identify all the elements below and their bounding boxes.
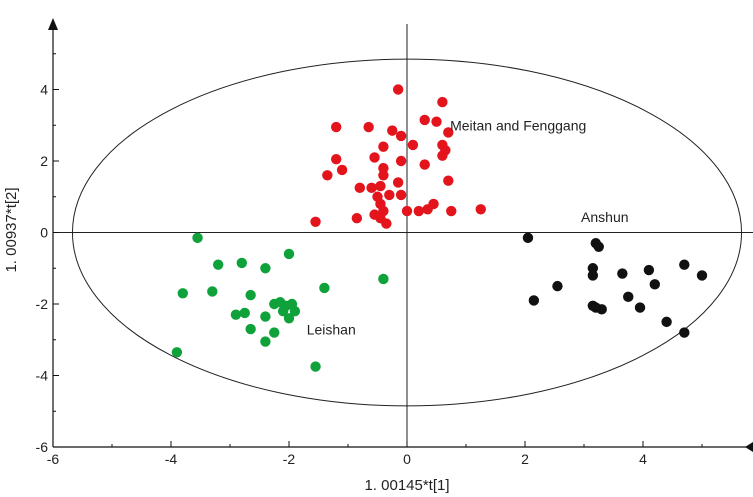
x-axis-arrow [745,442,753,452]
data-point [475,204,486,215]
data-point [440,145,451,156]
labels-layer: Meitan and Fenggang Leishan Anshun [307,118,629,338]
data-point [679,259,690,270]
data-point [419,159,430,170]
y-tick-label: -4 [36,368,49,384]
data-point [392,84,404,95]
y-axis-label: 1. 00937*t[2] [3,187,20,272]
data-point [369,152,380,163]
x-tick-label: 4 [639,451,647,467]
data-point [363,121,374,133]
data-point [378,141,389,152]
data-point [213,259,224,270]
data-point [419,114,430,126]
y-tick-label: 4 [40,82,48,98]
y-tick-label: 2 [40,153,48,169]
data-point [378,162,389,174]
data-point [696,270,708,281]
group-label: Leishan [307,321,356,337]
data-point [260,336,271,347]
points-layer [171,84,708,372]
data-point [407,139,419,151]
data-point [319,282,330,294]
axes-layer [48,18,753,452]
data-point [443,127,454,138]
data-point [587,270,599,281]
data-point [617,268,628,279]
data-point [443,175,454,186]
y-tick-label: 0 [40,225,48,241]
data-point [283,313,295,324]
data-point [378,170,389,181]
data-point [395,130,407,142]
data-point [310,361,321,372]
data-point [171,347,183,358]
data-point [643,264,655,276]
x-axis-label: 1. 00145*t[1] [364,477,449,494]
data-point [661,316,672,328]
data-point [236,257,247,269]
x-tick-label: -6 [47,451,60,467]
data-point [331,121,342,133]
data-point [387,125,398,136]
x-tick-label: -2 [283,451,296,467]
data-point [239,307,250,319]
data-point [310,216,321,227]
data-point [634,302,646,313]
data-point [289,305,301,317]
data-point [354,182,365,194]
data-point [230,309,242,320]
y-tick-label: -6 [36,439,49,455]
data-point [192,232,203,244]
data-point [336,164,348,176]
ticks-layer: -6 -4 -2 0 2 4 -6 -4 -2 0 2 4 [36,53,703,467]
data-point [395,155,407,167]
y-tick-label: -2 [36,296,49,312]
data-point [269,327,280,338]
data-point [331,154,342,165]
data-point [422,204,433,215]
data-point [649,279,660,290]
data-point [437,96,448,108]
data-point [245,323,256,335]
data-point [177,288,188,299]
data-point [283,248,295,260]
data-point [381,218,392,229]
data-point [587,263,599,274]
data-point [590,302,601,313]
group-label: Meitan and Fenggang [450,118,586,134]
data-point [593,241,604,252]
data-point [366,182,377,194]
data-point [260,311,271,322]
data-point [207,286,218,297]
data-point [401,205,413,217]
data-point [384,189,395,201]
data-point [679,327,690,338]
data-point [375,180,386,192]
data-point [623,291,634,303]
data-point [351,213,363,224]
y-axis-arrow [48,18,58,30]
data-point [245,289,256,301]
data-point [431,116,442,127]
data-point [522,232,534,244]
x-tick-label: -4 [165,451,178,467]
data-point [446,205,457,217]
x-tick-label: 0 [403,451,411,467]
x-tick-label: 2 [521,451,529,467]
data-point [528,295,540,306]
data-point [392,177,404,188]
group-label: Anshun [581,209,628,225]
data-point [277,305,289,317]
data-point [260,263,271,274]
data-point [552,280,563,292]
data-point [322,170,333,181]
data-point [395,189,407,201]
data-point [378,273,389,285]
data-point [413,205,424,217]
